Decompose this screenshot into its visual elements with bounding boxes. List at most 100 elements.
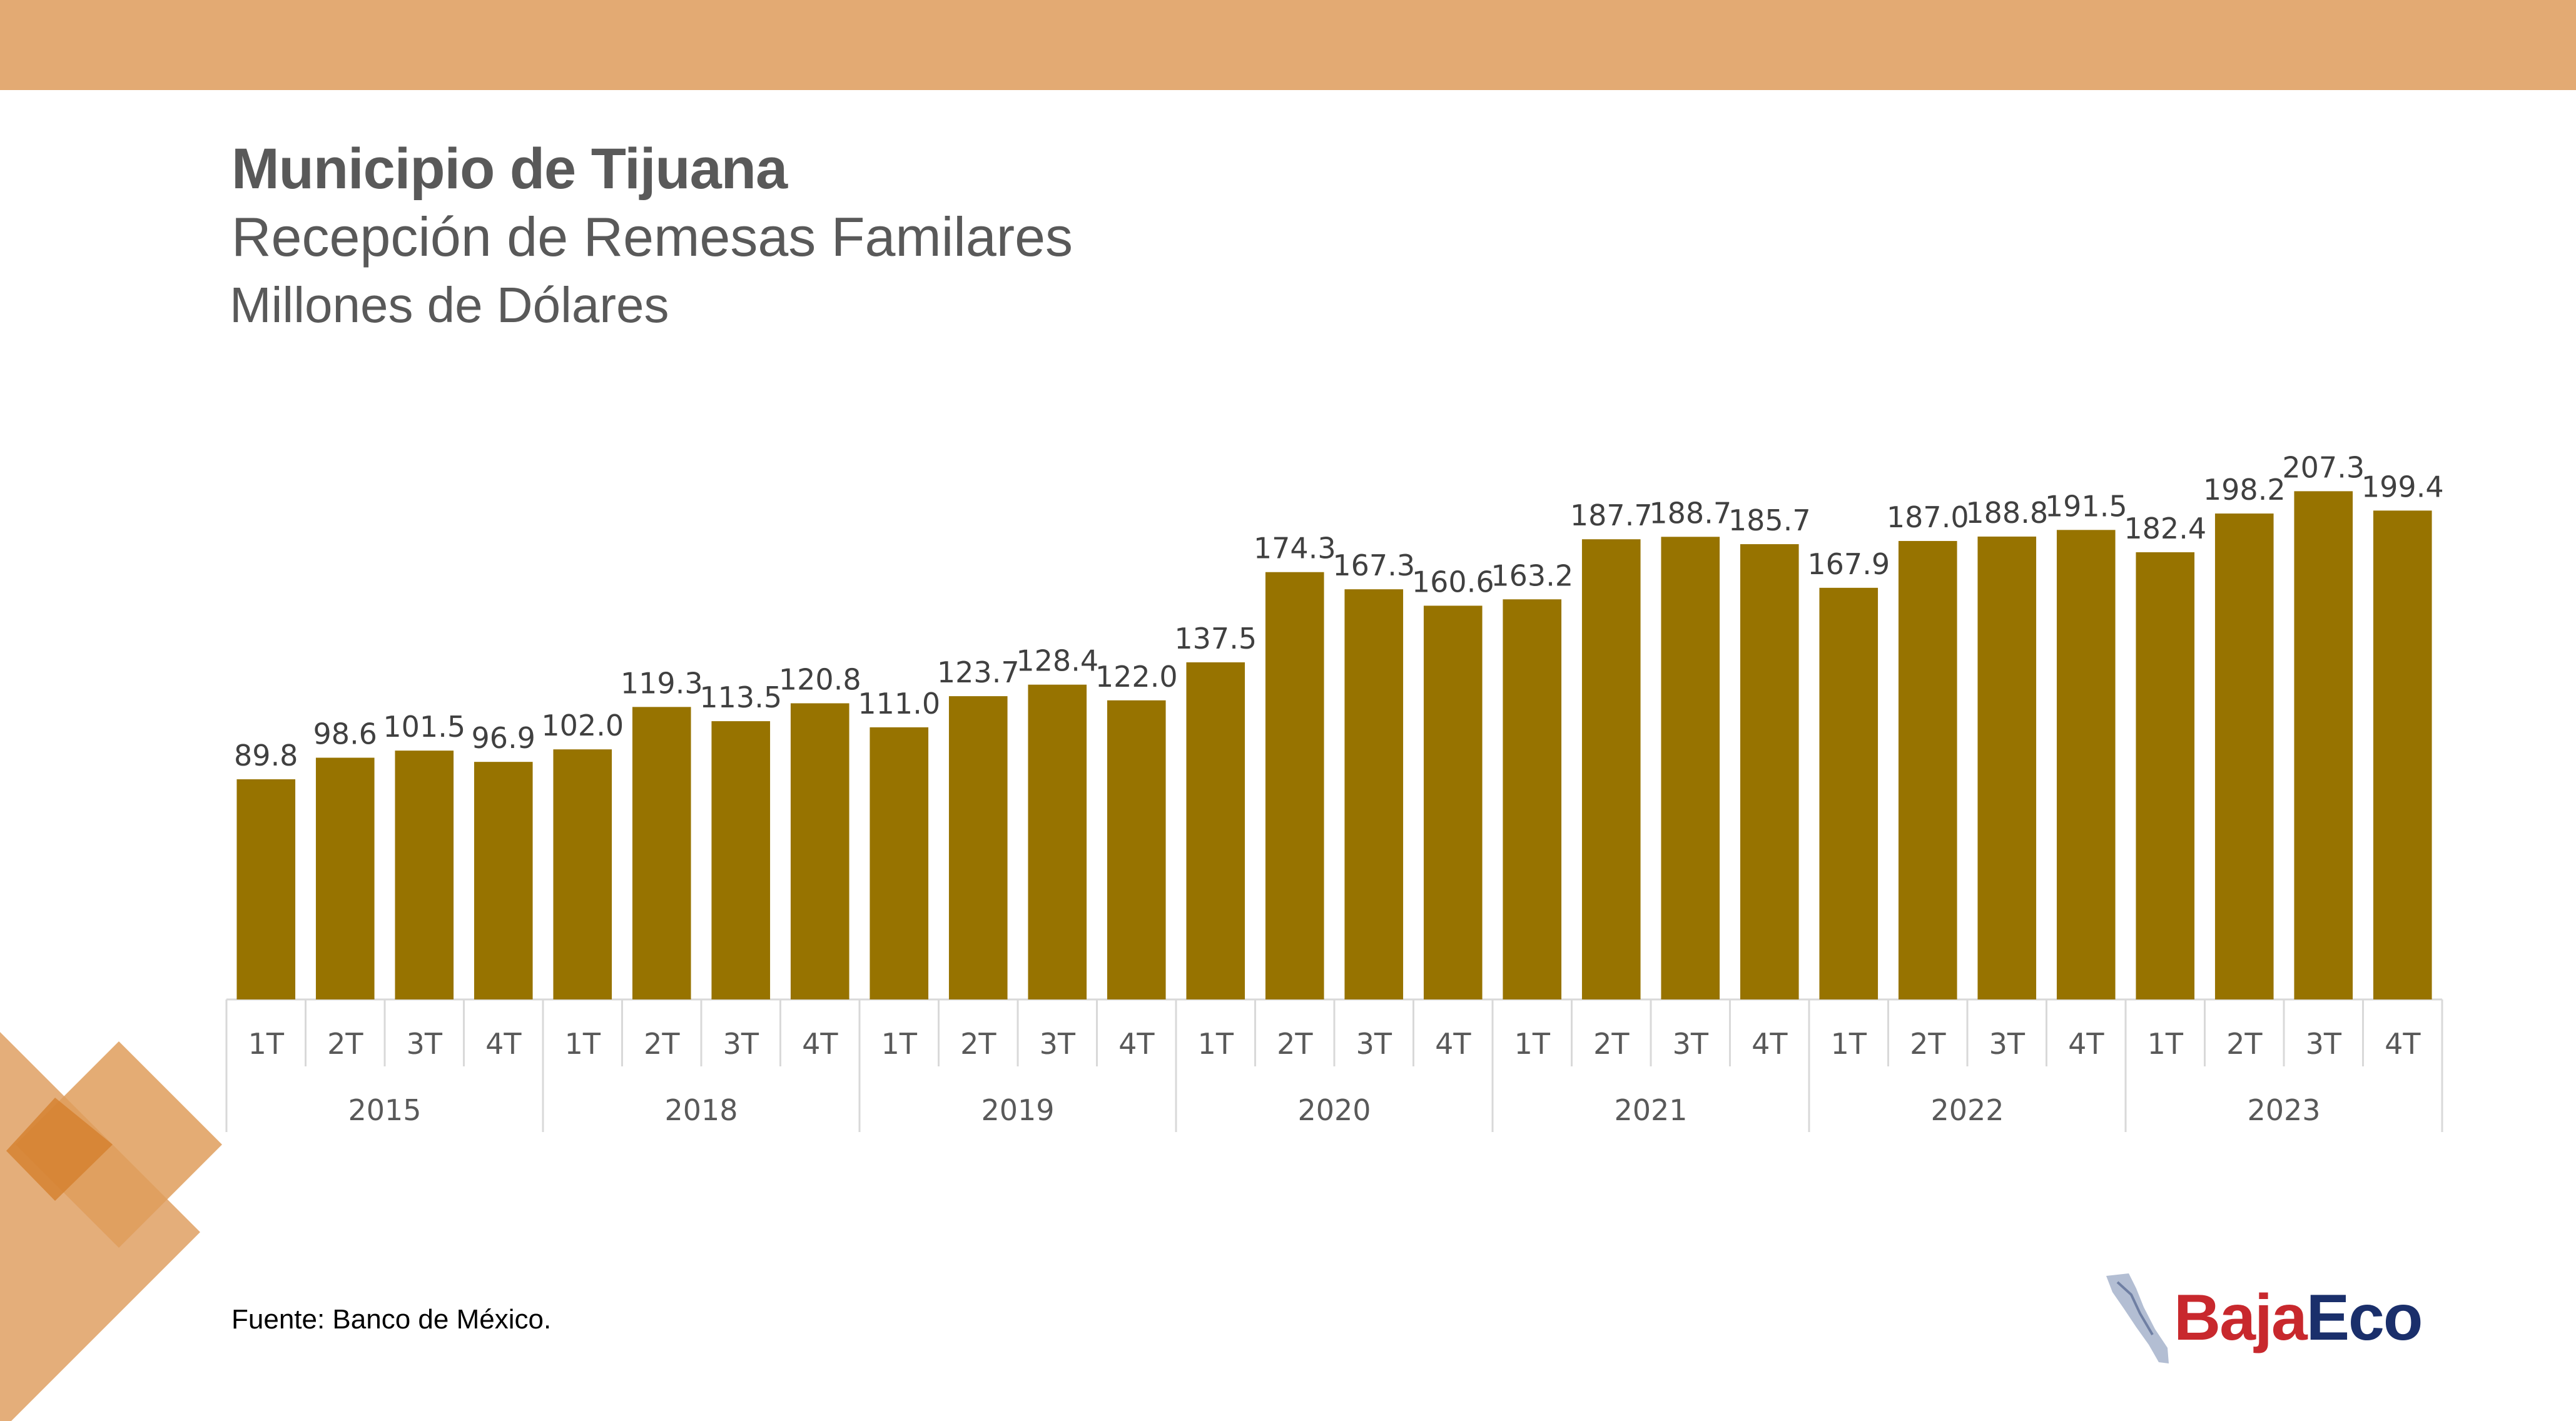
x-tick-label-quarter: 2T [960,1027,996,1061]
bar [790,703,849,999]
top-banner [0,0,2576,90]
source-note: Fuente: Banco de México. [231,1304,552,1335]
chart-unit: Millones de Dólares [230,277,669,333]
chart-titles: Municipio de Tijuana Recepción de Remesa… [230,137,1073,338]
data-label: 111.0 [858,687,940,721]
data-label: 98.6 [313,717,377,751]
data-label: 198.2 [2203,473,2286,507]
x-tick-label-quarter: 1T [1198,1027,1234,1061]
bar [1028,684,1087,999]
x-tick-label-quarter: 2T [327,1027,363,1061]
x-tick-label-quarter: 4T [2385,1027,2421,1061]
bajaeco-logo: BajaEco [2099,1270,2449,1370]
logo-text-baja: Baja [2174,1282,2308,1354]
bar [948,696,1008,999]
bar [2373,510,2432,999]
data-label: 185.7 [1728,503,1811,537]
bar [1344,589,1404,999]
x-tick-label-quarter: 3T [2306,1027,2342,1061]
bar [1819,587,1879,999]
data-label: 188.7 [1649,496,1732,530]
data-label: 89.8 [234,739,298,772]
bar [2294,491,2353,999]
x-tick-label-year: 2023 [2247,1093,2320,1127]
diamond-shape-overlap [6,1098,113,1201]
data-label: 167.9 [1807,547,1890,581]
baja-california-map-icon [2106,1273,2169,1363]
x-tick-label-quarter: 4T [802,1027,838,1061]
bar [474,762,533,999]
data-label: 199.4 [2361,470,2444,503]
bar [1423,605,1483,999]
bar [1186,662,1245,999]
bar [1107,700,1166,999]
data-label: 102.0 [541,709,624,742]
x-tick-label-quarter: 3T [1040,1027,1076,1061]
data-label: 119.3 [621,666,703,700]
x-tick-label-year: 2019 [981,1093,1054,1127]
bar [395,751,454,999]
x-tick-label-quarter: 1T [1831,1027,1867,1061]
x-tick-label-quarter: 4T [1118,1027,1155,1061]
data-label: 182.4 [2124,512,2206,545]
data-label: 188.8 [1965,496,2048,530]
bar [1503,599,1562,999]
x-tick-label-year: 2021 [1614,1093,1687,1127]
data-label: 120.8 [779,662,861,696]
data-label: 96.9 [472,721,535,755]
x-tick-label-quarter: 4T [2068,1027,2104,1061]
data-label: 113.5 [699,680,782,714]
x-tick-label-quarter: 4T [1435,1027,1471,1061]
data-label: 187.7 [1570,498,1653,532]
x-tick-label-year: 2022 [1930,1093,2004,1127]
x-tick-label-quarter: 1T [1514,1027,1551,1061]
x-tick-label-quarter: 1T [565,1027,601,1061]
x-tick-label-quarter: 2T [1277,1027,1313,1061]
bar [1661,537,1720,999]
x-tick-label-quarter: 1T [881,1027,918,1061]
x-tick-label-quarter: 3T [1673,1027,1709,1061]
x-tick-label-quarter: 2T [644,1027,680,1061]
data-label: 137.5 [1174,622,1257,655]
chart-subtitle: Recepción de Remesas Familares [231,206,1073,268]
decorative-diamonds [0,1032,222,1421]
diamond-shape-small [16,1041,222,1248]
bar [1740,544,1799,999]
x-tick-label-quarter: 3T [723,1027,759,1061]
bar [553,749,612,999]
bar [711,721,771,999]
data-label: 191.5 [2045,489,2127,523]
x-tick-label-quarter: 4T [1752,1027,1788,1061]
data-label: 128.4 [1016,644,1098,678]
data-label: 122.0 [1095,660,1178,694]
bar [870,727,929,999]
x-tick-label-year: 2015 [348,1093,421,1127]
x-tick-label-quarter: 3T [407,1027,443,1061]
data-label: 160.6 [1412,565,1494,599]
data-label: 163.2 [1491,559,1573,592]
x-tick-label-quarter: 1T [2148,1027,2184,1061]
x-tick-label-quarter: 3T [1989,1027,2026,1061]
bar [2136,552,2195,999]
x-tick-label-quarter: 4T [485,1027,522,1061]
x-tick-label-year: 2018 [664,1093,738,1127]
x-tick-label-quarter: 2T [2226,1027,2263,1061]
bar [1977,536,2037,999]
logo-text: BajaEco [2174,1281,2423,1355]
x-tick-label-quarter: 2T [1593,1027,1630,1061]
x-tick-label-quarter: 1T [248,1027,285,1061]
bar [1898,540,1957,999]
bar [1265,572,1324,999]
bar [236,779,296,999]
bar [315,757,375,999]
data-label: 174.3 [1254,532,1336,565]
x-tick-label-quarter: 3T [1356,1027,1392,1061]
data-label: 167.3 [1332,549,1415,582]
bar [2214,513,2274,999]
data-label: 187.0 [1887,500,1969,534]
logo-text-eco: Eco [2306,1282,2423,1354]
chart-title: Municipio de Tijuana [231,137,788,201]
data-label: 123.7 [937,655,1020,689]
data-label: 207.3 [2282,450,2365,484]
bar [1581,539,1641,999]
